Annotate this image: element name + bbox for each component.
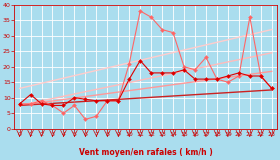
X-axis label: Vent moyen/en rafales ( km/h ): Vent moyen/en rafales ( km/h ) (79, 148, 213, 157)
